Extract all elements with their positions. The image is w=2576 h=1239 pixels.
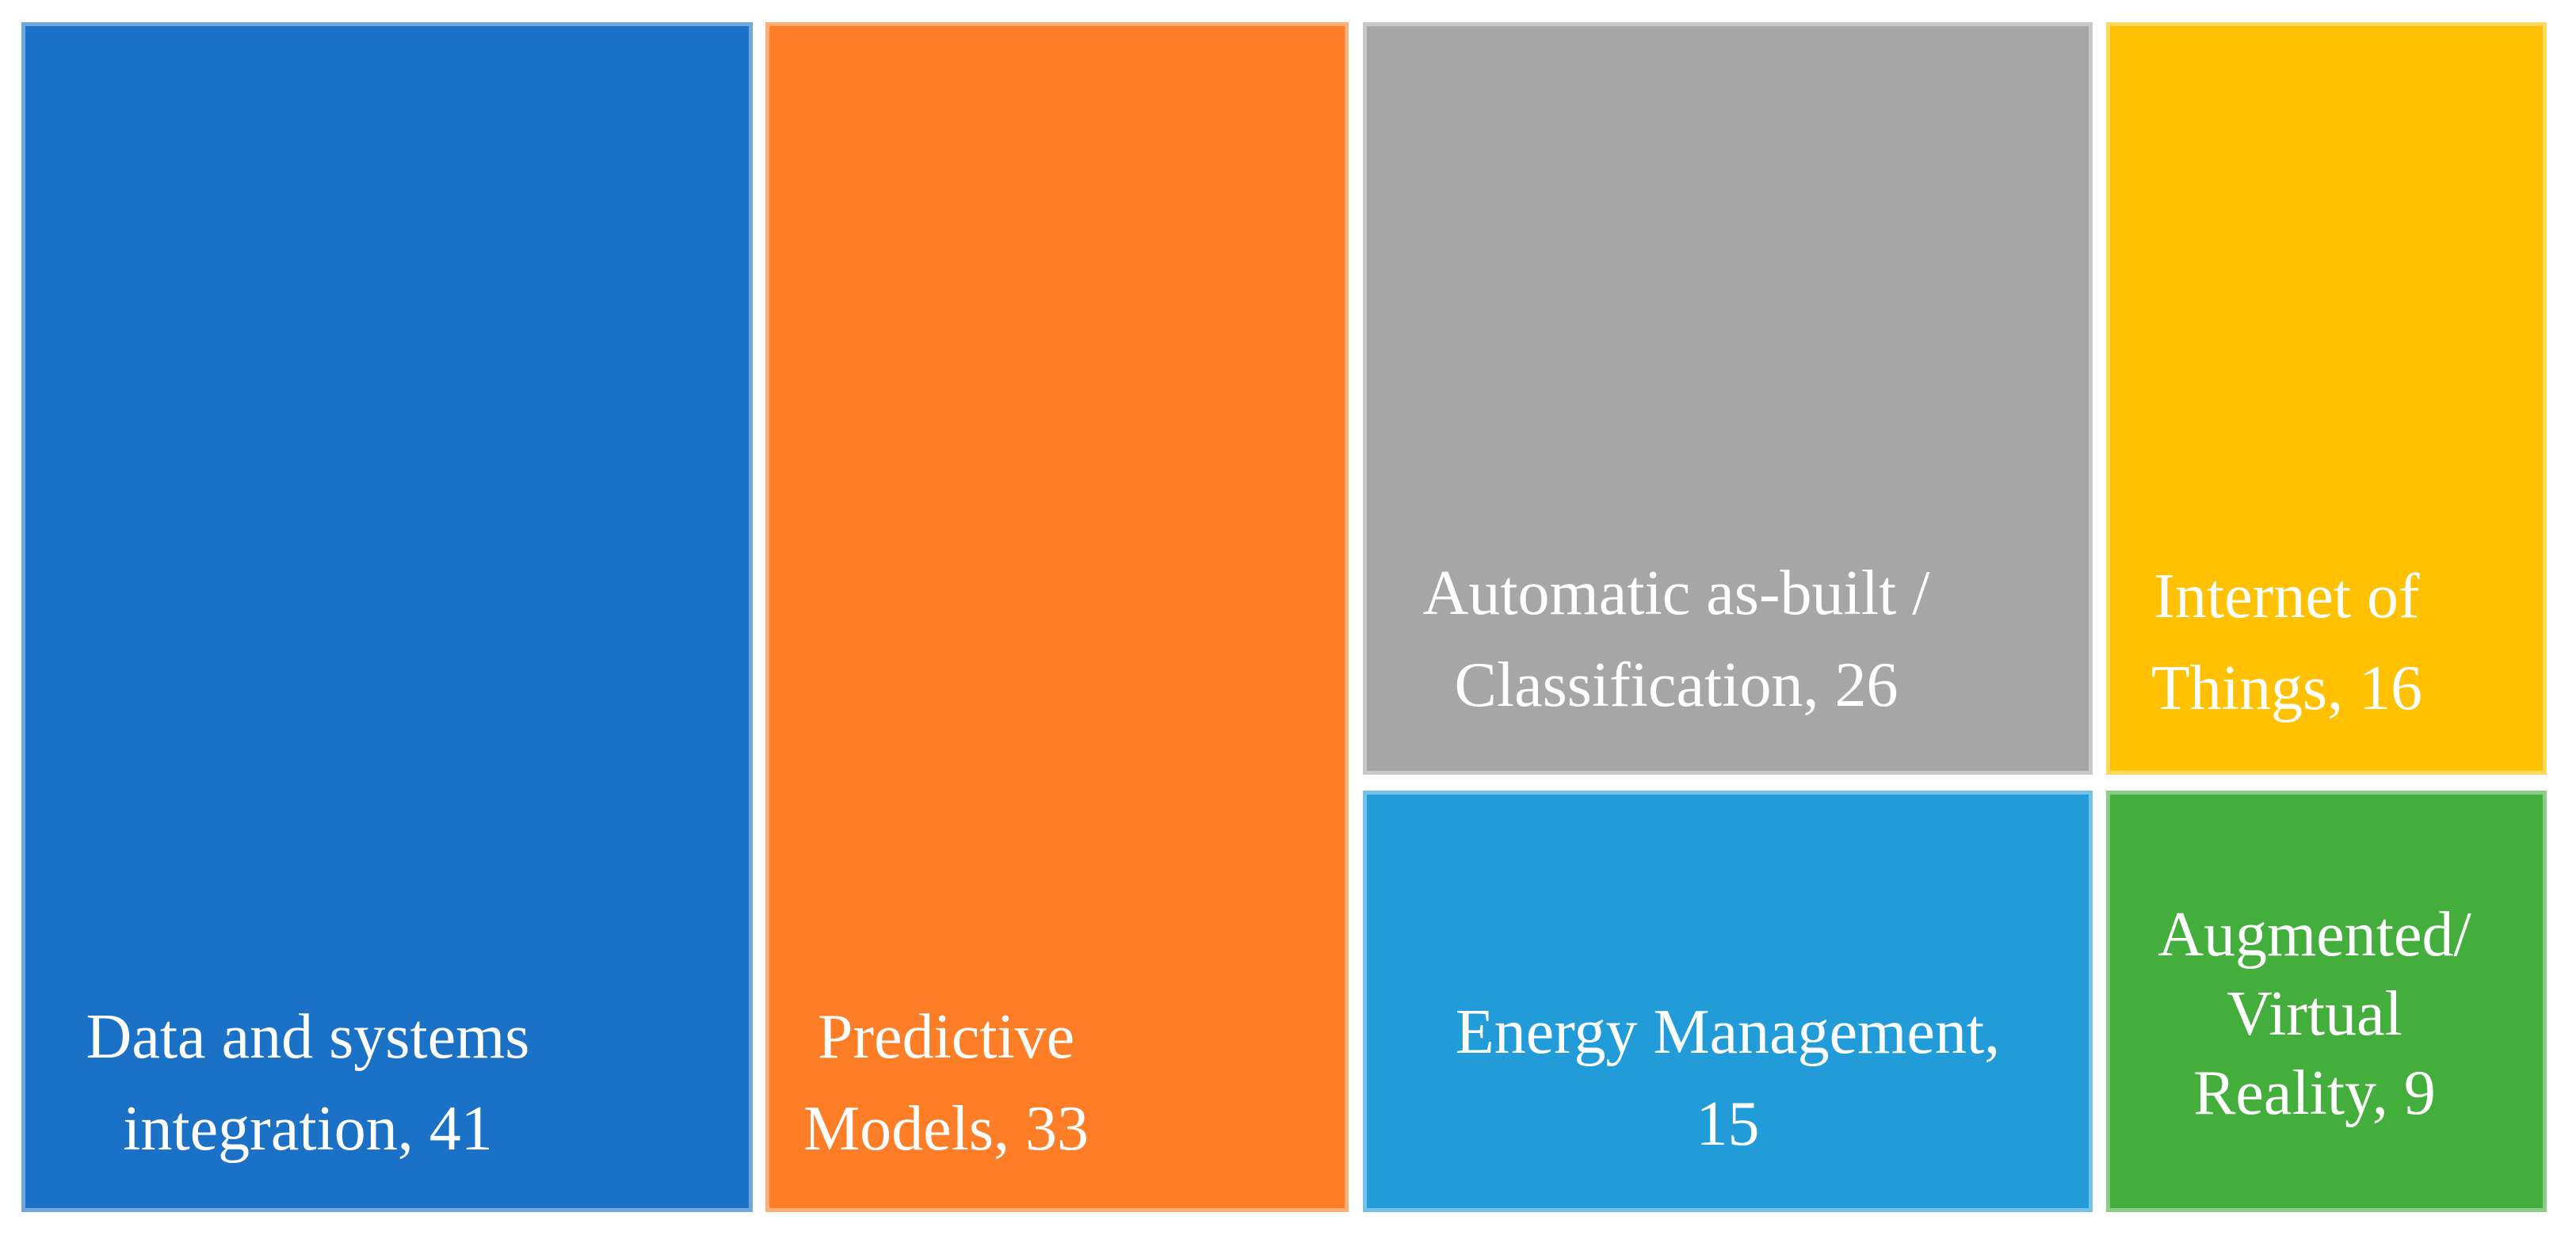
tile-label: Internet of Things, 16 [2070, 551, 2503, 771]
tile-label-line: 15 [1696, 1089, 1760, 1159]
treemap-tile-data-and-systems-integration: Data and systems integration, 41 [21, 22, 753, 1212]
tile-label-line: Automatic as-built / [1422, 559, 1930, 628]
treemap-tile-internet-of-things: Internet of Things, 16 [2106, 22, 2547, 775]
tile-label-line: Predictive [817, 1002, 1075, 1072]
tile-label: Augmented/Virtual Reality, 9 [2098, 895, 2531, 1208]
tile-label-line: Data and systems [86, 1002, 530, 1072]
tile-label: Predictive Models, 33 [658, 991, 1234, 1208]
treemap-tile-predictive-models: Predictive Models, 33 [765, 22, 1349, 1212]
tile-label: Data and systems integration, 41 [0, 991, 670, 1208]
tile-label: Automatic as-built / Classification, 26 [1315, 547, 2037, 771]
treemap-tile-energy-management: Energy Management, 15 [1363, 791, 2093, 1212]
tile-label-line: integration, 41 [123, 1094, 493, 1164]
treemap-tile-automatic-as-built-classification: Automatic as-built / Classification, 26 [1363, 22, 2093, 775]
tile-label-line: Classification, 26 [1454, 650, 1899, 720]
tile-label-line: Virtual [2227, 979, 2402, 1049]
tile-label-line: Things, 16 [2150, 654, 2423, 723]
tile-label-line: Reality, 9 [2193, 1058, 2436, 1128]
tile-label-line: Energy Management, [1455, 997, 2001, 1067]
tile-label-line: Models, 33 [803, 1094, 1089, 1164]
tile-label: Energy Management, 15 [1367, 986, 2089, 1208]
tile-label-line: Internet of [2154, 562, 2420, 631]
tile-label-line: Augmented/ [2158, 900, 2471, 970]
treemap-tile-augmented-virtual-reality: Augmented/Virtual Reality, 9 [2106, 791, 2547, 1212]
